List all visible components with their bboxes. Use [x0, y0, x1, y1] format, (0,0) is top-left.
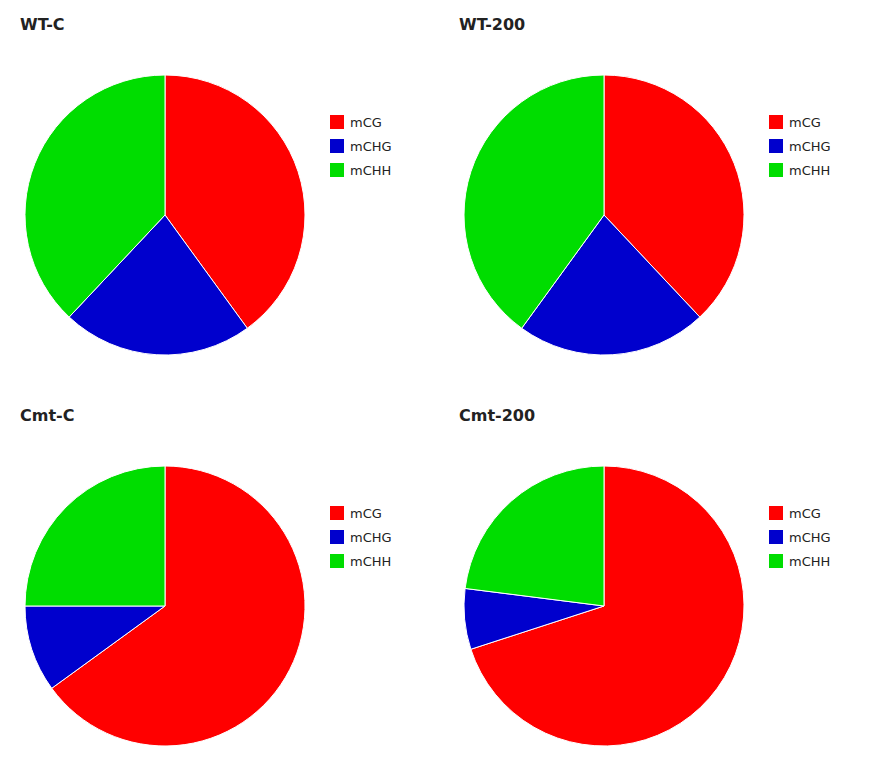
legend-swatch [769, 530, 783, 544]
chart-title: Cmt-200 [459, 406, 535, 425]
legend-item: mCHG [330, 530, 392, 545]
pie-panel: Cmt-C mCG mCHG mCHH [20, 406, 392, 746]
legend-swatch [330, 530, 344, 544]
pie-slice [25, 466, 165, 606]
legend-label: mCHG [789, 139, 831, 154]
legend-item: mCHG [769, 139, 831, 154]
legend-item: mCG [330, 506, 382, 521]
legend: mCG mCHG mCHH [330, 115, 392, 178]
legend-label: mCHH [350, 554, 391, 569]
legend-swatch [330, 139, 344, 153]
legend-label: mCHH [789, 163, 830, 178]
pie [25, 75, 305, 355]
legend-item: mCHG [330, 139, 392, 154]
legend-label: mCHH [789, 554, 830, 569]
legend-swatch [769, 506, 783, 520]
legend-item: mCHH [769, 163, 830, 178]
legend-label: mCG [350, 115, 382, 130]
legend-label: mCHG [789, 530, 831, 545]
pie [25, 466, 305, 746]
pie [464, 466, 744, 746]
pie-slice [465, 466, 604, 606]
legend-label: mCG [350, 506, 382, 521]
pie-panel: Cmt-200 mCG mCHG mCHH [459, 406, 831, 746]
pie-slice [464, 75, 604, 328]
pie-slice [25, 606, 165, 688]
legend-item: mCG [330, 115, 382, 130]
legend-swatch [769, 115, 783, 129]
chart-title: WT-200 [459, 15, 525, 34]
pie-panel: WT-200 mCG mCHG mCHH [459, 15, 831, 355]
legend-swatch [330, 115, 344, 129]
pie-slice [25, 75, 165, 317]
legend-swatch [330, 506, 344, 520]
legend-item: mCG [769, 115, 821, 130]
chart-root: WT-C mCG mCHG mCHH WT-200 mCG mCHG mCHH Cmt-C mCG… [0, 0, 878, 782]
legend-label: mCHH [350, 163, 391, 178]
legend-item: mCHH [330, 554, 391, 569]
legend-label: mCHG [350, 530, 392, 545]
legend: mCG mCHG mCHH [769, 115, 831, 178]
legend-label: mCG [789, 506, 821, 521]
chart-title: Cmt-C [20, 406, 74, 425]
legend-swatch [330, 163, 344, 177]
legend-swatch [769, 139, 783, 153]
legend-label: mCG [789, 115, 821, 130]
chart-title: WT-C [20, 15, 65, 34]
legend-item: mCHH [330, 163, 391, 178]
legend-item: mCHG [769, 530, 831, 545]
legend-swatch [769, 554, 783, 568]
legend: mCG mCHG mCHH [769, 506, 831, 569]
legend: mCG mCHG mCHH [330, 506, 392, 569]
legend-swatch [769, 163, 783, 177]
legend-swatch [330, 554, 344, 568]
pie [464, 75, 744, 355]
legend-label: mCHG [350, 139, 392, 154]
pie-panel: WT-C mCG mCHG mCHH [20, 15, 392, 355]
legend-item: mCG [769, 506, 821, 521]
legend-item: mCHH [769, 554, 830, 569]
